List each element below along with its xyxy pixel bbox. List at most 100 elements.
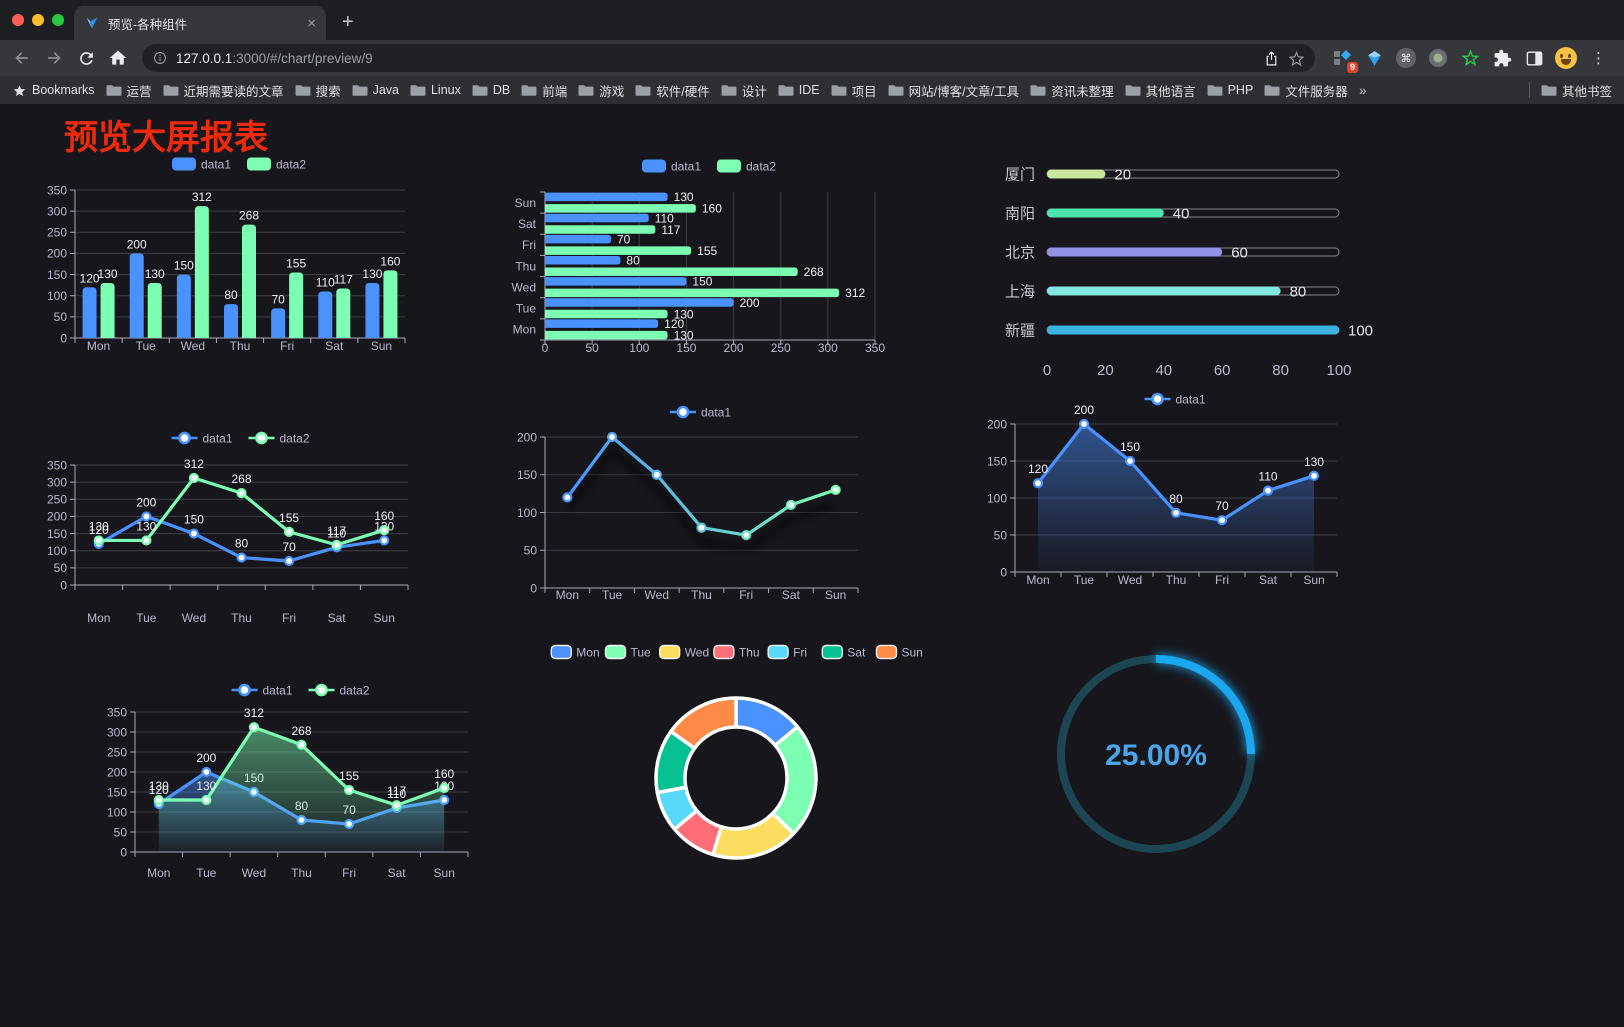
- bookmark-label: 运营: [126, 84, 152, 99]
- dashboard-preview-page: 预览大屏报表 data1 data2 0 50 100 150 200 250 300 350 Mo…: [0, 104, 1624, 1027]
- svg-text:120: 120: [89, 523, 109, 537]
- svg-text:110: 110: [387, 787, 406, 801]
- bookmark-folder[interactable]: 软件/硬件: [635, 81, 710, 100]
- svg-text:Fri: Fri: [342, 866, 356, 880]
- legend-item[interactable]: data2: [247, 157, 306, 171]
- legend-item[interactable]: Sun: [875, 644, 923, 659]
- site-info-icon[interactable]: [152, 50, 168, 66]
- forward-button[interactable]: [40, 44, 68, 72]
- svg-text:80: 80: [1272, 362, 1289, 379]
- legend-item[interactable]: data1: [1144, 392, 1206, 406]
- legend-item[interactable]: data1: [172, 157, 231, 171]
- svg-text:Tue: Tue: [136, 611, 157, 625]
- svg-text:200: 200: [724, 341, 744, 355]
- svg-text:Fri: Fri: [522, 238, 536, 252]
- bookmark-folder[interactable]: 运营: [106, 81, 152, 100]
- svg-text:Sat: Sat: [388, 866, 407, 880]
- back-button[interactable]: [8, 44, 36, 72]
- svg-text:200: 200: [47, 510, 67, 524]
- bookmark-label: 文件服务器: [1285, 84, 1348, 99]
- legend-item[interactable]: data1: [231, 683, 293, 697]
- svg-text:20: 20: [1114, 166, 1131, 183]
- svg-text:80: 80: [626, 254, 640, 268]
- legend-item[interactable]: data1: [642, 159, 701, 173]
- donut-segment-Sun[interactable]: [669, 696, 738, 751]
- legend-item[interactable]: Wed: [658, 644, 709, 659]
- svg-text:200: 200: [47, 247, 67, 261]
- bookmark-star-icon[interactable]: [1288, 50, 1305, 67]
- svg-text:300: 300: [47, 204, 67, 218]
- bookmark-folder[interactable]: Linux: [410, 83, 461, 97]
- bookmark-folder[interactable]: 游戏: [578, 81, 624, 100]
- legend-item[interactable]: Fri: [767, 644, 807, 659]
- legend-item[interactable]: Thu: [713, 644, 760, 659]
- svg-text:20: 20: [1097, 362, 1114, 379]
- svg-text:Sun: Sun: [1303, 573, 1324, 587]
- bookmark-folder[interactable]: 资讯未整理: [1030, 81, 1114, 100]
- svg-text:200: 200: [987, 417, 1007, 431]
- svg-text:155: 155: [279, 511, 299, 525]
- bookmark-folder[interactable]: 文件服务器: [1264, 81, 1348, 100]
- profile-avatar[interactable]: [1555, 47, 1577, 69]
- bookmarks-overflow-chevron[interactable]: »: [1358, 82, 1367, 98]
- browser-tab[interactable]: 预览-各种组件 ×: [74, 6, 326, 40]
- bookmark-folder[interactable]: DB: [472, 83, 510, 97]
- svg-text:117: 117: [387, 784, 406, 798]
- browser-menu-button[interactable]: ⋮: [1591, 50, 1606, 67]
- new-tab-button[interactable]: +: [342, 11, 354, 33]
- other-bookmarks[interactable]: 其他书签: [1541, 81, 1612, 100]
- bookmark-folder[interactable]: 搜索: [295, 81, 341, 100]
- minimize-window-button[interactable]: [32, 14, 44, 26]
- donut-segment-Wed[interactable]: [711, 811, 796, 860]
- legend-item[interactable]: data2: [717, 159, 776, 173]
- zoom-window-button[interactable]: [52, 14, 64, 26]
- svg-text:Sat: Sat: [325, 339, 344, 353]
- bookmarks-list: 运营 近期需要读的文章 搜索 Java Linux DB 前端 游戏 软件/硬件 设计 IDE 项目 网…: [106, 81, 1348, 100]
- svg-text:40: 40: [1155, 362, 1172, 379]
- bookmark-folder[interactable]: 前端: [521, 81, 567, 100]
- chart-city-progress-bars: 厦门 20 南阳 40 北京 60 上海 80 新疆 100 0 20 40 60 80 100: [995, 156, 1393, 391]
- svg-text:data1: data1: [203, 431, 233, 445]
- extensions-puzzle-button[interactable]: [1491, 47, 1513, 69]
- svg-text:0: 0: [530, 581, 537, 595]
- address-bar[interactable]: 127.0.0.1:3000/#/chart/preview/9: [142, 44, 1315, 72]
- legend-item[interactable]: Tue: [604, 644, 652, 659]
- bookmark-folder[interactable]: Java: [352, 83, 399, 97]
- extension-gem-icon[interactable]: [1363, 47, 1385, 69]
- tab-close-icon[interactable]: ×: [307, 14, 316, 32]
- extension-grid-icon[interactable]: 9: [1331, 47, 1358, 73]
- extension-record-icon[interactable]: [1427, 47, 1449, 69]
- bookmark-folder[interactable]: 近期需要读的文章: [163, 81, 284, 100]
- legend-item[interactable]: data1: [171, 431, 233, 445]
- sidebar-toggle-button[interactable]: [1523, 47, 1545, 69]
- bookmark-folder[interactable]: 设计: [721, 81, 767, 100]
- svg-text:50: 50: [994, 528, 1008, 542]
- extension-star-icon[interactable]: [1459, 47, 1481, 69]
- share-icon[interactable]: [1263, 50, 1280, 67]
- bookmark-folder[interactable]: 其他语言: [1125, 81, 1196, 100]
- svg-text:150: 150: [1120, 440, 1140, 454]
- svg-text:Wed: Wed: [242, 866, 266, 880]
- home-button[interactable]: [104, 44, 132, 72]
- svg-text:Sat: Sat: [518, 217, 537, 231]
- bookmark-folder[interactable]: 项目: [831, 81, 877, 100]
- svg-text:data1: data1: [1176, 392, 1206, 406]
- svg-text:200: 200: [107, 765, 127, 779]
- legend-item[interactable]: Sat: [821, 644, 866, 659]
- bookmark-folder[interactable]: IDE: [778, 83, 820, 97]
- svg-text:data2: data2: [340, 683, 370, 697]
- svg-text:312: 312: [192, 190, 212, 204]
- legend-item[interactable]: Mon: [550, 644, 600, 659]
- reload-button[interactable]: [72, 44, 100, 72]
- svg-text:新疆: 新疆: [1005, 322, 1035, 339]
- close-window-button[interactable]: [12, 14, 24, 26]
- svg-text:50: 50: [54, 561, 68, 575]
- bookmark-folder[interactable]: 网站/博客/文章/工具: [888, 81, 1019, 100]
- legend-item[interactable]: data2: [308, 683, 370, 697]
- extension-command-icon[interactable]: ⌘: [1395, 47, 1417, 69]
- legend-item[interactable]: data2: [248, 431, 310, 445]
- svg-text:312: 312: [184, 457, 204, 471]
- legend-item[interactable]: data1: [670, 405, 731, 419]
- bookmarks-manager[interactable]: Bookmarks: [12, 83, 95, 98]
- bookmark-folder[interactable]: PHP: [1207, 83, 1253, 97]
